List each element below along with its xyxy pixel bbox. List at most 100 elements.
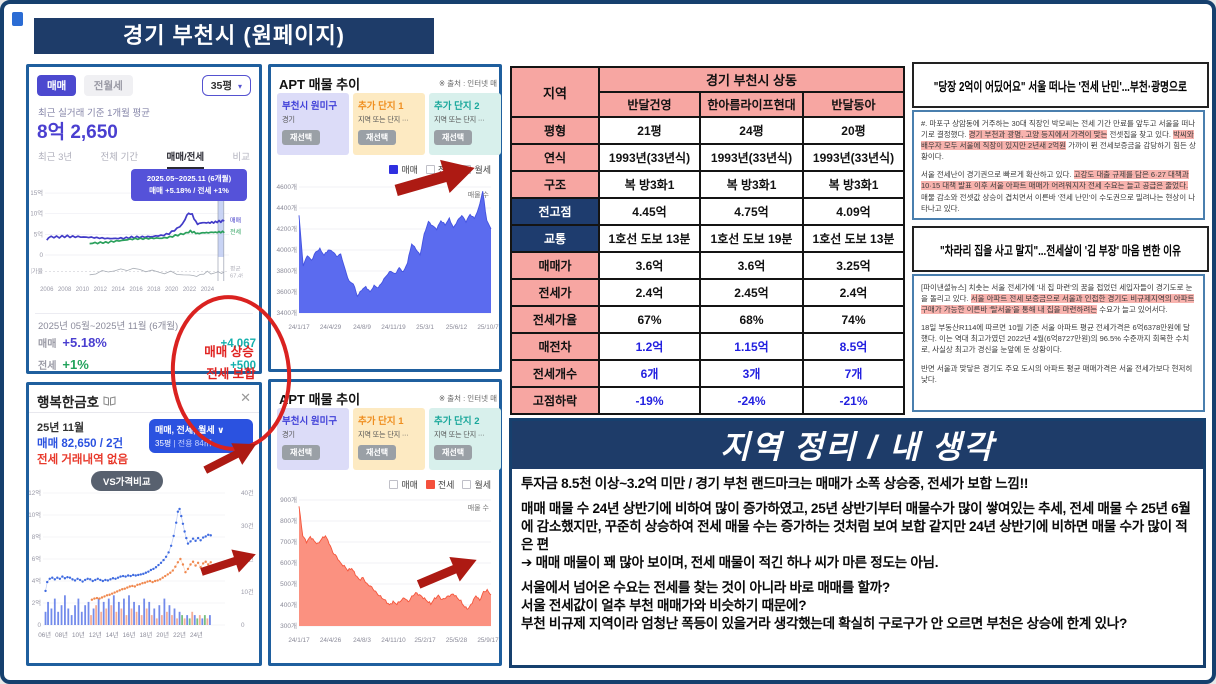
table-row: 구조 복 방3화1 복 방3화1 복 방3화1 xyxy=(510,170,905,199)
reselect-button[interactable]: 재선택 xyxy=(282,130,321,145)
tab-compare[interactable]: 비교 xyxy=(232,152,250,163)
svg-text:0: 0 xyxy=(241,622,245,629)
cell-value: 1.2억 xyxy=(598,332,701,361)
tab-rent[interactable]: 전월세 xyxy=(83,75,133,96)
cell-value: 복 방3화1 xyxy=(802,170,905,199)
average-price: 8억 2,650 xyxy=(37,122,118,143)
complex-compare-table: 지역 경기 부천시 상동 반달건영 한아름라이프현대 반달동아 평형 21평 24평… xyxy=(510,66,905,415)
chart-legend: 매매 전세 월세 xyxy=(389,163,491,176)
filter-badge[interactable]: 매매, 전세, 월세 ∨ 35평 | 전용 84㎡ xyxy=(149,419,253,453)
cell-value: 68% xyxy=(699,305,804,334)
cell-value: 3.25억 xyxy=(802,251,905,280)
jeonse-status-line: 전세 거래내역 없음 xyxy=(37,454,129,466)
tooltip-period: 2025.05~2025.11 (6개월) xyxy=(146,174,232,183)
svg-text:24/8/9: 24/8/9 xyxy=(353,324,371,331)
svg-text:2020: 2020 xyxy=(165,287,179,293)
chevron-down-icon: ▾ xyxy=(237,82,242,91)
cell-value: 21평 xyxy=(598,116,701,145)
complex-name: 행복한금호 xyxy=(37,395,100,410)
jeonse-label: 전세 xyxy=(38,361,57,372)
corner-decoration xyxy=(12,12,23,26)
cell-value: 2.4억 xyxy=(802,278,905,307)
row-label: 평형 xyxy=(510,116,600,145)
summary-title: 지역 정리 / 내 생각 xyxy=(512,421,1203,469)
svg-text:800개: 800개 xyxy=(280,516,297,525)
svg-text:2022: 2022 xyxy=(183,287,197,293)
summary-section: 지역 정리 / 내 생각 투자금 8.5천 이상~3.2억 미만 / 경기 부천… xyxy=(509,418,1206,668)
checkbox-monthly[interactable] xyxy=(462,165,472,174)
table-row: 전세개수 6개 3개 7개 xyxy=(510,359,905,388)
checkbox-jeonse[interactable] xyxy=(425,165,435,174)
svg-text:24년: 24년 xyxy=(190,630,203,639)
reselect-button[interactable]: 재선택 xyxy=(358,445,397,460)
table-row: 전고점 4.45억 4.75억 4.09억 xyxy=(510,197,905,226)
cell-value: 4.45억 xyxy=(598,197,701,226)
close-icon[interactable]: ✕ xyxy=(240,390,251,405)
cell-value: 1.15억 xyxy=(699,332,804,361)
complex-detail-panel: 행복한금호 ✕ 25년 11월 매매 82,650 / 2건 전세 거래내역 없… xyxy=(26,382,262,666)
svg-text:3600개: 3600개 xyxy=(277,287,297,296)
svg-text:5억: 5억 xyxy=(34,230,43,238)
price-history-panel: 매매 전월세 35평 ▾ 최근 실거래 기준 1개월 평균 8억 2,650 최… xyxy=(26,64,298,456)
reselect-button[interactable]: 재선택 xyxy=(434,445,473,460)
cell-value: 7개 xyxy=(802,359,905,388)
table-row: 매매가 3.6억 3.6억 3.25억 xyxy=(510,251,905,280)
checkbox-monthly[interactable] xyxy=(462,480,472,489)
svg-text:10억: 10억 xyxy=(29,511,41,519)
checkbox-sale[interactable] xyxy=(389,480,399,489)
checkbox-jeonse-checked[interactable] xyxy=(425,480,435,489)
svg-text:24/8/3: 24/8/3 xyxy=(353,637,371,644)
card-sub: 경기 xyxy=(282,115,295,124)
reselect-button[interactable]: 재선택 xyxy=(434,130,473,145)
sale-change-row: 매매 +5.18% +4,067 xyxy=(38,335,256,350)
checkbox-sale-checked[interactable] xyxy=(389,165,399,174)
vs-price-compare-button[interactable]: VS가격비교 xyxy=(91,471,163,491)
tab-sale-jeonse[interactable]: 매매/전세 xyxy=(166,149,205,169)
legend-monthly: 월세 xyxy=(474,165,491,175)
news-headline-2: "차라리 집을 사고 말지"...전세살이 '김 부장' 마음 변한 이유 xyxy=(912,226,1209,272)
cell-value: -21% xyxy=(802,386,905,415)
svg-text:매물 수: 매물 수 xyxy=(468,191,490,199)
cell-value: 1호선 도보 13분 xyxy=(802,224,905,253)
tab-all-period[interactable]: 전체 기간 xyxy=(100,152,139,163)
svg-text:2012: 2012 xyxy=(94,287,108,293)
svg-text:매매: 매매 xyxy=(230,216,241,224)
svg-text:16년: 16년 xyxy=(123,630,136,639)
chart-tooltip: 2025.05~2025.11 (6개월) 매매 +5.18% / 전세 +1% xyxy=(131,169,247,201)
svg-text:12년: 12년 xyxy=(89,630,102,639)
row-label: 전세가 xyxy=(510,278,600,307)
svg-text:500개: 500개 xyxy=(280,579,297,588)
cell-value: 6개 xyxy=(598,359,701,388)
tab-sale[interactable]: 매매 xyxy=(37,75,77,96)
svg-text:12억: 12억 xyxy=(29,489,41,497)
reselect-button[interactable]: 재선택 xyxy=(358,130,397,145)
svg-text:2억: 2억 xyxy=(32,599,41,607)
news-body-2: [파이낸셜뉴스] 치솟는 서울 전세가에 '내 집 마련'의 꿈을 접었던 세입… xyxy=(912,274,1205,412)
cell-value: 8.5억 xyxy=(802,332,905,361)
svg-text:08년: 08년 xyxy=(55,630,68,639)
svg-text:25/9/17: 25/9/17 xyxy=(477,637,499,644)
card-title: 추가 단지 1 xyxy=(358,101,404,112)
page-title: 경기 부천시 (원페이지) xyxy=(34,18,434,54)
row-label: 매매가 xyxy=(510,251,600,280)
tab-recent-3y[interactable]: 최근 3년 xyxy=(38,152,73,163)
size-dropdown[interactable]: 35평 ▾ xyxy=(201,75,251,96)
svg-text:2006: 2006 xyxy=(40,287,54,293)
cell-value: 2.45억 xyxy=(699,278,804,307)
svg-text:24/11/19: 24/11/19 xyxy=(381,324,406,331)
card-title: 추가 단지 2 xyxy=(434,416,480,427)
reselect-button[interactable]: 재선택 xyxy=(282,445,321,460)
table-row: 반달건영 한아름라이프현대 반달동아 xyxy=(511,91,905,118)
badge-separator: | xyxy=(171,439,178,448)
table-row: 고점하락 -19% -24% -21% xyxy=(510,386,905,415)
cell-value: 1호선 도보 19분 xyxy=(699,224,804,253)
complex-header: 한아름라이프현대 xyxy=(699,91,804,118)
current-month: 25년 11월 xyxy=(37,422,85,434)
svg-text:2008: 2008 xyxy=(58,287,72,293)
source-note: ※ 출처 : 인터넷 매 xyxy=(438,79,497,88)
row-label: 매전차 xyxy=(510,332,600,361)
card-sub: 지역 또는 단지 ··· xyxy=(434,430,485,439)
region-header: 지역 xyxy=(510,66,600,118)
source-note: ※ 출처 : 인터넷 매 xyxy=(438,394,497,403)
